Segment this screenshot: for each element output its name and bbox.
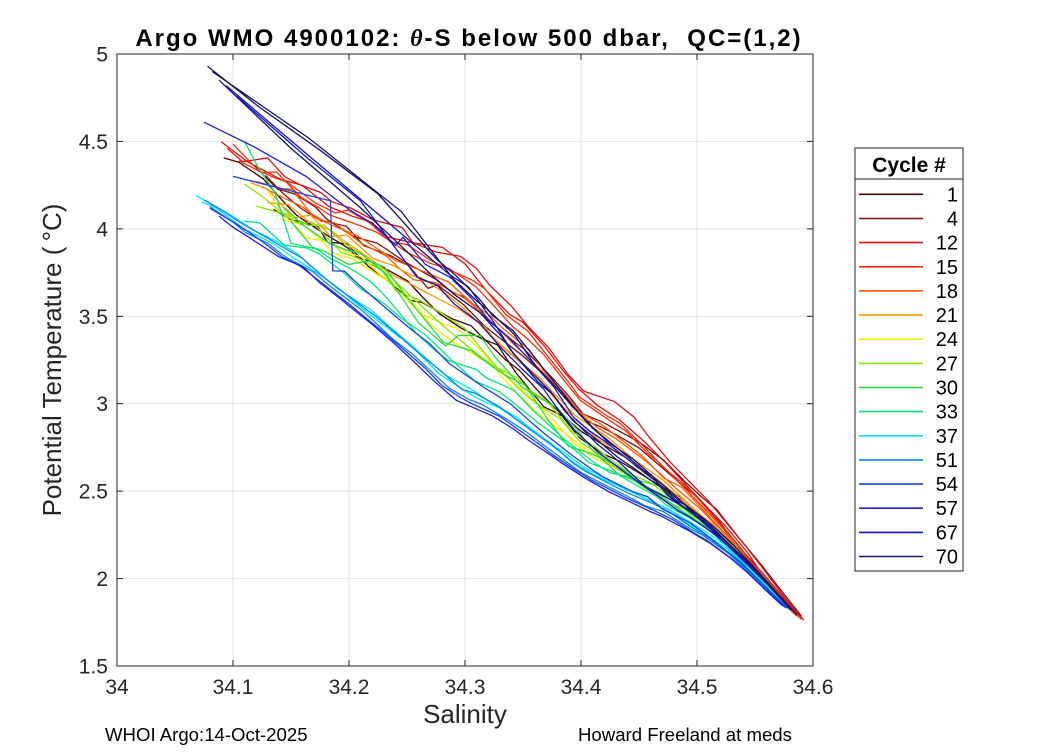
- svg-text:4: 4: [96, 218, 108, 241]
- svg-text:1: 1: [947, 184, 958, 206]
- svg-text:18: 18: [936, 281, 958, 303]
- svg-text:4: 4: [947, 209, 958, 231]
- svg-text:27: 27: [936, 353, 958, 375]
- svg-text:Salinity: Salinity: [423, 699, 507, 729]
- svg-text:34.3: 34.3: [445, 676, 486, 699]
- svg-text:34: 34: [105, 676, 129, 699]
- svg-text:Cycle #: Cycle #: [872, 154, 946, 177]
- svg-text:Howard Freeland at meds: Howard Freeland at meds: [578, 724, 792, 745]
- svg-text:33: 33: [936, 402, 958, 424]
- svg-text:37: 37: [936, 426, 958, 448]
- svg-text:Argo WMO 4900102: θ-S below 50: Argo WMO 4900102: θ-S below 500 dbar, QC…: [135, 25, 802, 52]
- svg-text:12: 12: [936, 233, 958, 255]
- svg-text:34.2: 34.2: [329, 676, 370, 699]
- svg-text:24: 24: [936, 329, 958, 351]
- svg-text:15: 15: [936, 257, 958, 279]
- svg-text:34.4: 34.4: [561, 676, 602, 699]
- svg-text:5: 5: [96, 44, 108, 67]
- svg-text:WHOI Argo:14-Oct-2025: WHOI Argo:14-Oct-2025: [105, 724, 308, 745]
- svg-text:54: 54: [936, 474, 958, 496]
- svg-text:30: 30: [936, 378, 958, 400]
- svg-text:2: 2: [96, 568, 108, 591]
- svg-text:21: 21: [936, 305, 958, 327]
- svg-text:34.1: 34.1: [213, 676, 254, 699]
- svg-text:67: 67: [936, 522, 958, 544]
- svg-text:57: 57: [936, 498, 958, 520]
- svg-text:34.5: 34.5: [677, 676, 718, 699]
- svg-text:3: 3: [96, 393, 108, 416]
- svg-text:4.5: 4.5: [79, 131, 108, 154]
- svg-text:34.6: 34.6: [793, 676, 834, 699]
- svg-text:Potential Temperature ( °C): Potential Temperature ( °C): [37, 204, 67, 517]
- svg-text:70: 70: [936, 547, 958, 569]
- svg-text:1.5: 1.5: [79, 656, 108, 679]
- svg-text:51: 51: [936, 450, 958, 472]
- svg-text:2.5: 2.5: [79, 481, 108, 504]
- svg-text:3.5: 3.5: [79, 306, 108, 329]
